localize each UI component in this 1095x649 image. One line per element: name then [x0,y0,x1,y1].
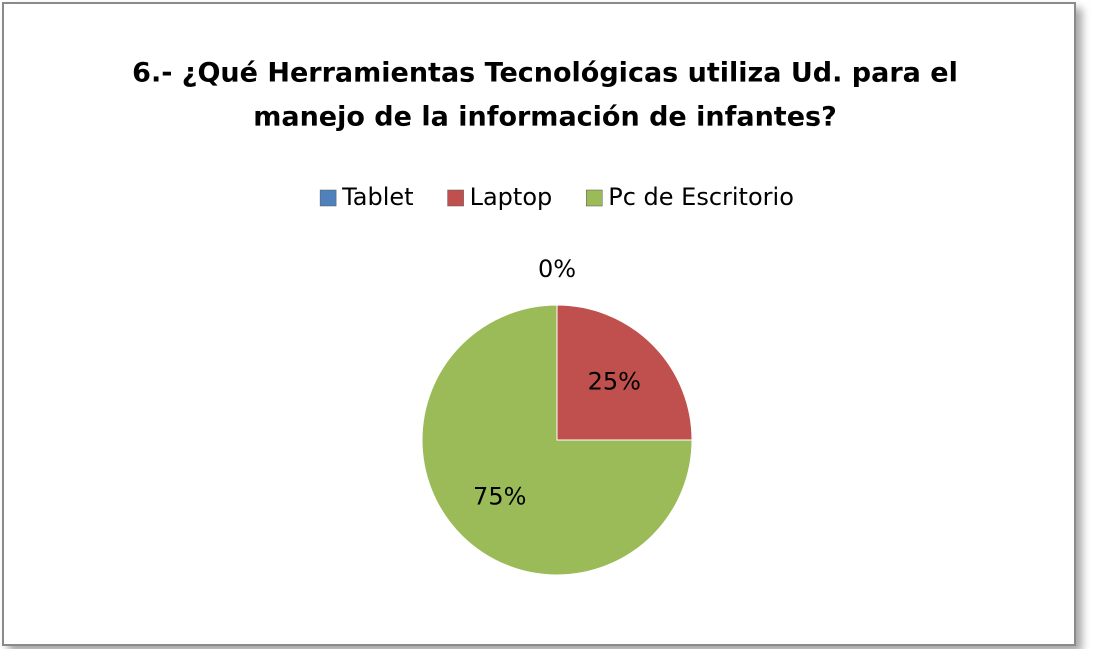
data-label: 75% [473,482,526,510]
pie-slice [556,304,693,441]
legend-swatch [447,189,464,207]
data-label: 0% [538,255,576,283]
pie-slice [421,304,693,576]
chart-title: manejo de la información de infantes? [253,102,837,133]
chart-title: 6.- ¿Qué Herramientas Tecnológicas utili… [132,58,958,89]
legend-swatch [319,189,337,207]
legend-label: Tablet [341,183,413,211]
data-label: 25% [588,368,641,396]
legend-swatch [585,189,603,207]
legend-label: Laptop [470,183,553,211]
legend-label: Pc de Escritorio [608,183,794,211]
